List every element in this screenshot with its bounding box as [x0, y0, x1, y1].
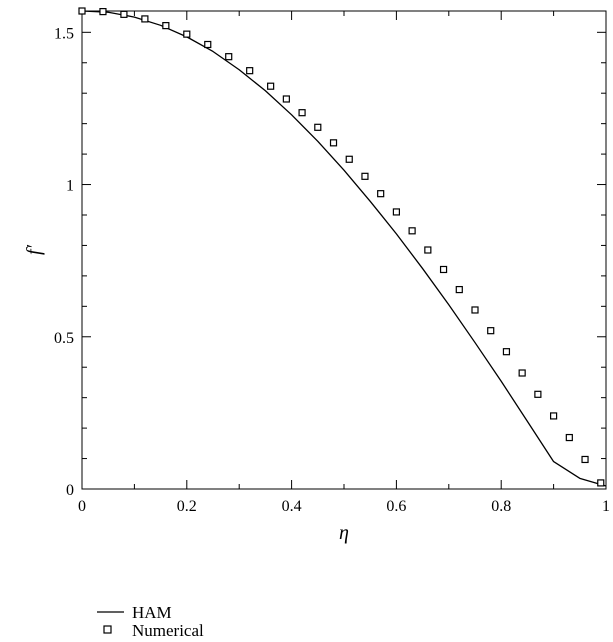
- numerical-point: [204, 40, 212, 49]
- numerical-point: [487, 327, 495, 335]
- numerical-point: [565, 433, 573, 442]
- x-tick-labels: 0 0.2 0.4 0.6 0.8 1: [78, 498, 610, 515]
- numerical-point: [518, 369, 526, 377]
- numerical-point: [345, 155, 353, 163]
- y-tick-label: 0: [66, 482, 74, 499]
- ticks-layer: [81, 11, 607, 490]
- legend-ham-label: HAM: [132, 603, 172, 622]
- legend-numerical-label: Numerical: [132, 621, 204, 640]
- x-tick-label: 0.4: [282, 498, 302, 515]
- numerical-point: [361, 172, 369, 180]
- numerical-point: [408, 227, 416, 235]
- numerical-point: [581, 455, 589, 464]
- numerical-point: [424, 246, 432, 254]
- plot-frame: [81, 10, 607, 490]
- x-axis-label: η: [339, 522, 349, 544]
- x-tick-label: 1: [602, 498, 610, 515]
- numerical-point: [549, 412, 558, 420]
- y-axis-label: f′: [23, 244, 45, 255]
- numerical-point: [439, 265, 448, 274]
- numerical-point: [329, 139, 338, 147]
- numerical-point: [377, 190, 385, 198]
- numerical-point: [120, 10, 128, 18]
- numerical-point: [162, 22, 170, 30]
- x-tick-label: 0.6: [386, 498, 406, 515]
- series-ham-line: [81, 10, 607, 487]
- numerical-point: [78, 7, 86, 15]
- y-tick-label: 0.5: [54, 330, 74, 347]
- y-tick-label: 1: [66, 178, 74, 195]
- numerical-point: [141, 15, 149, 23]
- legend: HAM Numerical: [97, 603, 204, 640]
- numerical-point: [99, 8, 107, 16]
- x-tick-label: 0.8: [491, 498, 511, 515]
- numerical-point: [314, 123, 322, 131]
- x-tick-label: 0: [78, 498, 86, 515]
- numerical-point: [183, 30, 191, 38]
- legend-numerical-marker-swatch: [103, 625, 112, 634]
- numerical-point: [471, 306, 479, 314]
- numerical-point: [502, 348, 511, 356]
- series-layer: [78, 7, 607, 487]
- numerical-point: [225, 53, 233, 61]
- numerical-point: [392, 208, 400, 216]
- numerical-point: [455, 285, 463, 294]
- numerical-point: [298, 109, 306, 117]
- numerical-point: [282, 95, 290, 103]
- numerical-point: [267, 82, 275, 90]
- numerical-point: [246, 67, 254, 75]
- y-tick-label: 1.5: [54, 25, 74, 42]
- numerical-point: [534, 390, 542, 398]
- x-tick-label: 0.2: [177, 498, 197, 515]
- numerical-point: [597, 479, 605, 487]
- y-tick-labels: 0 0.5 1 1.5: [54, 25, 74, 499]
